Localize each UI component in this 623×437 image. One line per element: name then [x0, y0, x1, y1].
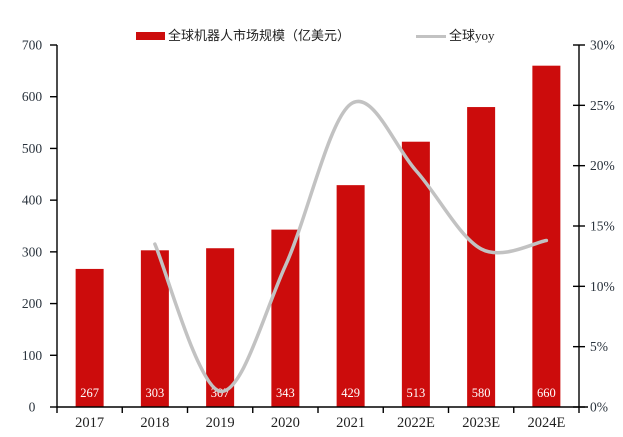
right-tick-label: 10% — [590, 279, 615, 294]
right-tick-label: 0% — [590, 400, 608, 415]
bar-series: 267 303 307 343 429 513 580 660 — [75, 65, 561, 408]
bar-value-label-2023E: 580 — [472, 386, 491, 400]
left-tick-label: 400 — [22, 193, 43, 208]
x-category-label-2024E: 2024E — [527, 415, 565, 431]
bar-2019 — [206, 248, 235, 407]
bar-2023E — [467, 107, 496, 408]
bar-2021 — [336, 185, 365, 407]
bar-2024E — [532, 65, 561, 407]
legend-item-yoy: 全球yoy — [416, 29, 495, 43]
bar-2017 — [75, 268, 104, 407]
left-tick-label: 500 — [22, 141, 43, 156]
right-tick-label: 25% — [590, 98, 615, 113]
bar-value-label-2020: 343 — [276, 386, 295, 400]
right-tick-label: 5% — [590, 339, 608, 354]
bar-value-label-2021: 429 — [341, 386, 360, 400]
bar-value-label-2022E: 513 — [407, 386, 426, 400]
x-category-label-2023E: 2023E — [462, 415, 500, 431]
right-tick-label: 15% — [590, 219, 615, 234]
axes: 0 100 200 300 400 500 600 700 0% 5% 10% 15% 20% 25% 30… — [22, 38, 615, 432]
yoy-line — [153, 99, 549, 394]
x-category-label-2018: 2018 — [140, 415, 169, 431]
right-tick-label: 30% — [590, 38, 615, 53]
x-category-label-2021: 2021 — [336, 415, 365, 431]
legend-label-yoy: 全球yoy — [449, 28, 495, 43]
left-tick-label: 0 — [29, 400, 36, 415]
legend-bar-swatch — [136, 32, 165, 40]
bar-value-label-2018: 303 — [146, 386, 165, 400]
legend-label-market-size: 全球机器人市场规模（亿美元） — [168, 28, 351, 43]
bar-2018 — [140, 250, 169, 407]
bar-2022E — [401, 141, 430, 407]
legend-item-market-size: 全球机器人市场规模（亿美元） — [136, 29, 350, 43]
legend: 全球机器人市场规模（亿美元） 全球yoy — [0, 0, 623, 46]
left-tick-label: 300 — [22, 244, 43, 259]
legend-line-swatch — [416, 34, 446, 38]
left-tick-label: 600 — [22, 89, 43, 104]
bar-value-label-2024E: 660 — [537, 386, 556, 400]
bar-value-label-2017: 267 — [80, 386, 99, 400]
x-category-label-2020: 2020 — [271, 415, 300, 431]
bar-2020 — [271, 229, 300, 407]
x-category-label-2019: 2019 — [206, 415, 235, 431]
left-tick-label: 200 — [22, 296, 43, 311]
right-tick-label: 20% — [590, 158, 615, 173]
x-category-label-2022E: 2022E — [397, 415, 435, 431]
left-tick-label: 700 — [22, 38, 43, 53]
x-category-label-2017: 2017 — [75, 415, 104, 431]
left-tick-label: 100 — [22, 348, 43, 363]
